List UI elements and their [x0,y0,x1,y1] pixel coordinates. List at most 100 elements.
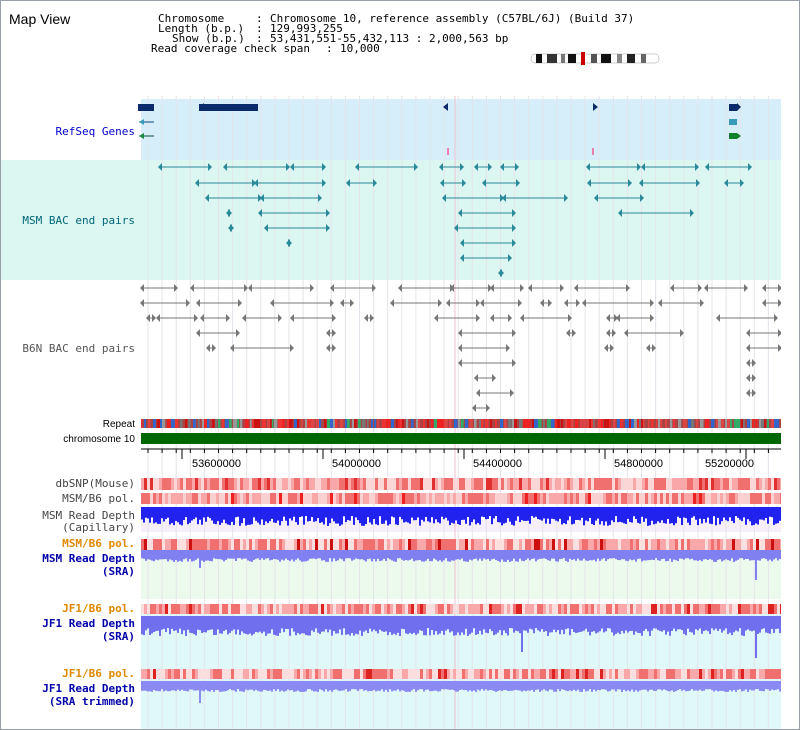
depth-bar [289,616,291,636]
depth-bar [507,681,509,691]
depth-bar [591,616,593,632]
depth-bar [749,550,751,561]
repeat-element [316,419,320,428]
refseq-genes-track[interactable] [138,103,741,155]
depth-bar [427,550,429,559]
depth-bar [447,550,449,562]
depth-bar [293,550,295,562]
heat-cell [726,539,729,550]
heat-cell [720,604,723,614]
repeat-element [465,419,469,428]
depth-bar [423,616,425,636]
heat-cell [477,493,480,504]
depth-bar [329,550,331,559]
depth-bar [455,616,457,636]
msm-bac-pair-end [322,163,326,171]
depth-bar [371,681,373,692]
heat-cell [522,669,525,679]
depth-bar [201,616,203,633]
depth-bar [221,616,223,634]
heat-cell [567,539,570,550]
heat-cell [630,493,633,504]
heat-cell [714,669,717,679]
b6n-bac-pair-end [716,314,720,322]
depth-bar [625,681,627,692]
heat-cell [366,604,369,614]
track-label-refseq[interactable]: RefSeq Genes [56,125,135,138]
depth-bar [271,616,273,630]
heat-cell [369,539,372,550]
depth-bar [203,616,205,633]
heat-cell [312,669,315,679]
bac-end-pairs-layer[interactable] [140,163,782,412]
depth-bar [331,550,333,562]
depth-bar [581,616,583,632]
depth-bar [741,616,743,636]
depth-bar [175,507,177,521]
heat-cell [471,669,474,679]
repeat-element [479,419,483,428]
depth-bar [717,616,719,632]
depth-bar [695,507,697,520]
heat-cell [375,493,378,504]
repeat-element [278,419,281,428]
heat-cell [285,478,288,490]
depth-bar [461,550,463,559]
depth-bar [673,616,675,629]
depth-bar [585,681,587,692]
heat-cell [777,539,780,550]
depth-bar [351,681,353,690]
heat-cell [333,478,336,490]
depth-bar [439,616,441,634]
heat-cell [510,539,513,550]
msm-bac-pair-end [230,224,234,232]
heat-cell [474,604,477,614]
depth-bar [357,550,359,559]
heat-cell [168,478,171,490]
heat-cell [159,604,162,614]
heat-cell [630,478,633,490]
heat-cell [288,478,291,490]
depth-bar [643,616,645,631]
track-label-msm-bac[interactable]: MSM BAC end pairs [22,214,135,227]
depth-bar [745,507,747,525]
heat-cell [468,669,471,679]
depth-bar [263,616,265,632]
msm-bac-pair-end [724,179,728,187]
track-label-msm-b6-pol-2: MSM/B6 pol. [62,537,135,550]
depth-bar [327,550,329,562]
heat-cell [414,604,417,614]
depth-bar [151,681,153,692]
heat-cell [492,478,495,490]
heat-cell [492,669,495,679]
b6n-bac-pair-end [450,284,454,292]
track-label-b6n-bac[interactable]: B6N BAC end pairs [22,342,135,355]
heat-cell [618,493,621,504]
heat-cell [603,493,606,504]
chromosome-ideogram[interactable] [530,52,660,65]
heat-cell [762,493,765,504]
depth-bar [509,507,511,522]
heat-cell [669,478,672,490]
heat-cell [246,493,249,504]
depth-bar [529,550,531,561]
heat-cell [393,478,396,490]
heat-cell [516,669,519,679]
depth-bar [271,507,273,519]
heat-cell [153,493,156,504]
b6n-bac-pair-end [290,314,294,322]
heat-cell [282,478,285,490]
depth-bar [737,616,739,632]
repeat-element [734,419,738,428]
heat-cell [774,493,777,504]
depth-bar [681,616,683,631]
repeat-element [607,419,610,428]
depth-bar [395,681,397,691]
depth-bar [593,507,595,526]
heat-cell [750,669,753,679]
depth-bar [761,507,763,520]
depth-bar [287,616,289,630]
repeat-element [648,419,650,428]
heat-cell [756,604,759,614]
